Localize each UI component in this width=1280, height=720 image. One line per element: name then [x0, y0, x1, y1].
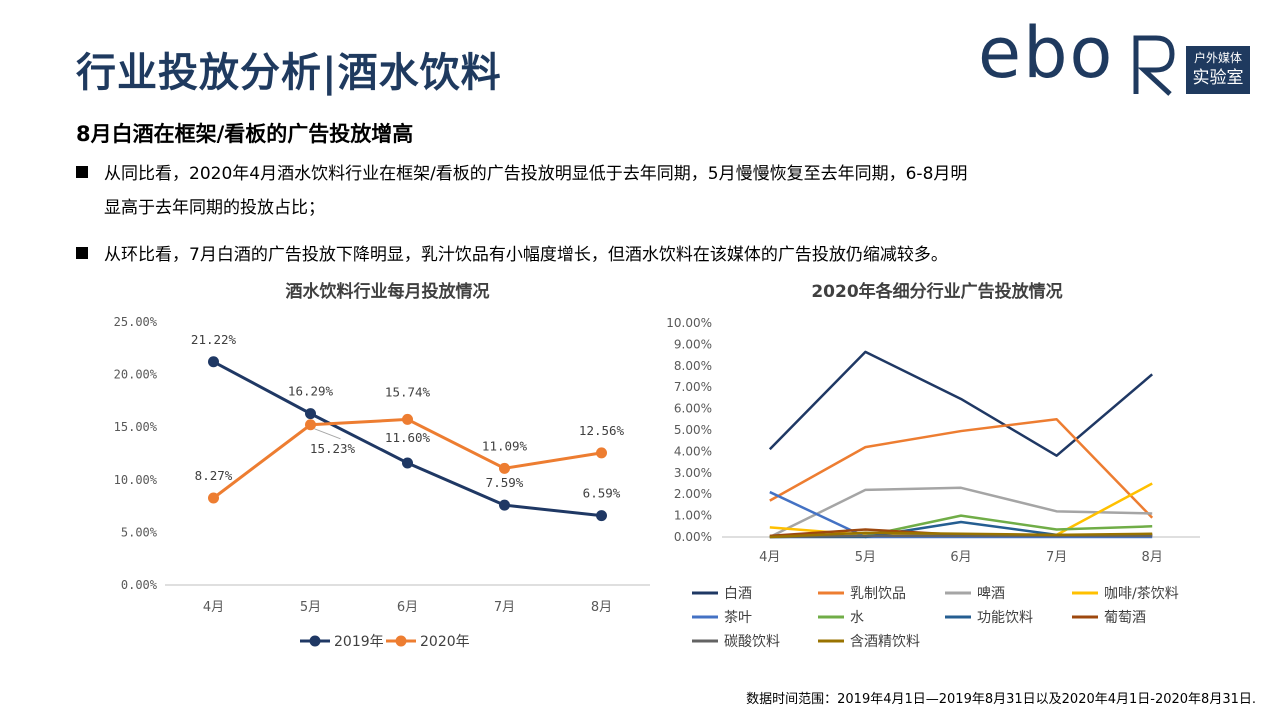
chart1-data-label: 11.09%: [482, 438, 528, 453]
logo-wordmark: ebo: [978, 12, 1115, 94]
chart1-x-tick-label: 4月: [203, 600, 224, 615]
chart2-legend-label: 白酒: [724, 586, 752, 602]
chart1-data-point: [499, 462, 510, 474]
brand-logo: ebo 户外媒体 实验室: [978, 18, 1254, 98]
chart2-y-tick-label: 1.00%: [674, 509, 712, 523]
chart2-legend-label: 啤酒: [977, 586, 1005, 602]
chart1-y-tick-label: 10.00%: [114, 473, 158, 487]
chart2-legend-label: 咖啡/茶饮料: [1104, 586, 1179, 602]
chart1-data-label: 15.74%: [385, 384, 431, 399]
chart1-data-point: [499, 499, 510, 511]
chart2-x-tick-label: 6月: [950, 550, 971, 565]
chart2-legend-label: 含酒精饮料: [850, 634, 920, 650]
bullet-point-mom: 从环比看，7月白酒的广告投放下降明显，乳汁饮品有小幅度增长，但酒水饮料在该媒体的…: [76, 238, 1186, 272]
chart1-data-label: 21.22%: [191, 332, 237, 347]
chart2-y-tick-label: 3.00%: [674, 466, 712, 480]
chart2-y-tick-label: 2.00%: [674, 487, 712, 501]
chart1-legend-label: 2020年: [420, 634, 470, 650]
chart1-x-tick-label: 8月: [591, 600, 612, 615]
page-title: 行业投放分析|酒水饮料: [76, 50, 502, 96]
chart2-x-tick-label: 5月: [855, 550, 876, 565]
chart1-data-label: 16.29%: [288, 384, 334, 399]
logo-badge-line2: 实验室: [1192, 68, 1244, 88]
chart1-label-leader-line: [314, 428, 341, 440]
chart2-legend-label: 功能饮料: [977, 610, 1033, 626]
chart2-legend-label: 茶叶: [724, 610, 752, 626]
chart1-data-point: [596, 510, 607, 522]
chart1-y-tick-label: 15.00%: [114, 420, 158, 434]
chart1-title: 酒水饮料行业每月投放情况: [286, 281, 490, 302]
chart2-y-tick-label: 10.00%: [666, 316, 712, 330]
section-subtitle: 8月白酒在框架/看板的广告投放增高: [76, 122, 414, 146]
chart1-x-tick-label: 5月: [300, 600, 321, 615]
chart2-x-tick-label: 8月: [1142, 550, 1163, 565]
chart1-data-point: [305, 408, 316, 420]
chart1-data-point: [596, 447, 607, 459]
chart1-data-point: [402, 457, 413, 469]
charts-canvas: 酒水饮料行业每月投放情况 0.00% 5.00% 10.00% 15.00% 20.00%…: [114, 281, 1200, 650]
bullet-point-yoy: 从同比看，2020年4月酒水饮料行业在框架/看板的广告投放明显低于去年同期，5月…: [76, 157, 1186, 225]
chart2-legend-label: 葡萄酒: [1104, 610, 1146, 626]
chart1-y-tick-label: 5.00%: [121, 525, 158, 539]
chart1-data-label: 12.56%: [579, 423, 625, 438]
chart2-series-line-9: [769, 531, 1153, 539]
chart1-data-label: 6.59%: [583, 486, 621, 501]
chart1-x-tick-label: 6月: [397, 600, 418, 615]
bullet-square-icon: [76, 166, 88, 178]
chart2-y-tick-label: 9.00%: [674, 337, 712, 351]
chart1-data-point: [208, 356, 219, 368]
chart2-legend-label: 乳制饮品: [850, 586, 906, 602]
chart1-legend-marker: [395, 635, 407, 647]
logo-r-glyph: [1133, 35, 1175, 96]
chart1-data-point: [305, 419, 316, 431]
chart1-x-tick-label: 7月: [494, 600, 515, 615]
logo-badge-line1: 户外媒体: [1193, 51, 1242, 65]
chart1-data-label: 15.23%: [310, 441, 356, 456]
chart2-y-tick-label: 0.00%: [674, 530, 712, 544]
chart2-legend-label: 碳酸饮料: [724, 634, 780, 650]
chart1-data-point: [402, 413, 413, 425]
chart1-y-tick-label: 25.00%: [114, 315, 158, 329]
chart2-series-line-8: [769, 534, 1153, 539]
data-range-footnote: 数据时间范围：2019年4月1日—2019年8月31日以及2020年4月1日-2…: [746, 692, 1256, 707]
chart2-x-tick-label: 4月: [759, 550, 780, 565]
bullet-square-icon: [76, 247, 88, 259]
bullet-text: 从同比看，2020年4月酒水饮料行业在框架/看板的广告投放明显低于去年同期，5月…: [104, 164, 968, 184]
chart1-data-label: 11.60%: [385, 430, 431, 445]
chart2-y-tick-label: 7.00%: [674, 380, 712, 394]
logo-badge: 户外媒体 实验室: [1186, 46, 1250, 94]
chart2-y-tick-label: 5.00%: [674, 423, 712, 437]
chart1-legend-label: 2019年: [334, 634, 384, 650]
chart2-series-line-0: [768, 350, 1154, 457]
chart2-y-tick-label: 6.00%: [674, 402, 712, 416]
chart1-data-point: [208, 492, 219, 504]
chart2-series-line-1: [769, 418, 1154, 519]
chart2-series-line-2: [769, 486, 1153, 539]
chart1-y-tick-label: 0.00%: [121, 578, 158, 592]
chart1-data-label: 8.27%: [195, 468, 233, 483]
bullet-text-continued: 显高于去年同期的投放占比；: [104, 198, 325, 218]
chart1-data-label: 7.59%: [486, 475, 524, 490]
chart2-y-tick-label: 4.00%: [674, 444, 712, 458]
chart2-x-tick-label: 7月: [1046, 550, 1067, 565]
bullet-text: 从环比看，7月白酒的广告投放下降明显，乳汁饮品有小幅度增长，但酒水饮料在该媒体的…: [104, 245, 948, 265]
chart2-legend-label: 水: [850, 610, 864, 626]
chart2-title: 2020年各细分行业广告投放情况: [811, 281, 1062, 302]
chart1-y-tick-label: 20.00%: [114, 368, 158, 382]
chart1-legend-marker: [309, 635, 321, 647]
chart2-y-tick-label: 8.00%: [674, 359, 712, 373]
